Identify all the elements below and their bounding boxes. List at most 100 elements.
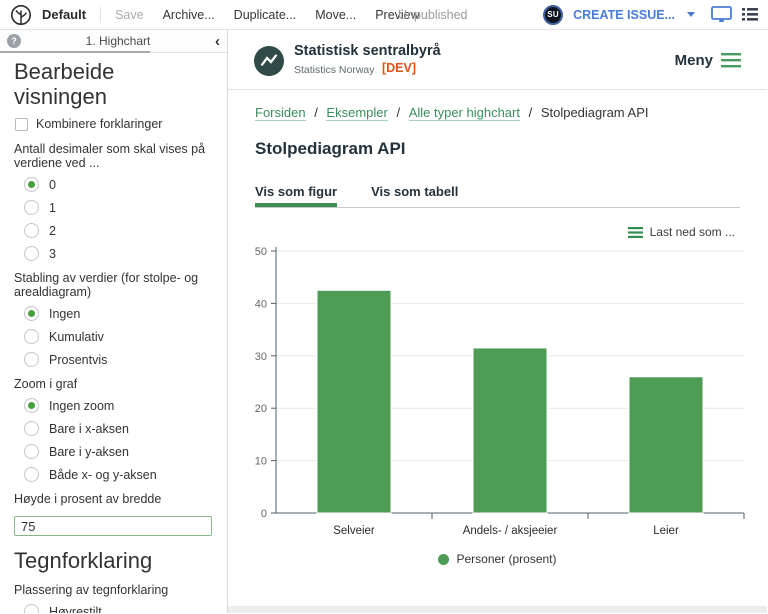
radio-kumulativ[interactable]: Kumulativ xyxy=(24,329,213,344)
radio-0[interactable]: 0 xyxy=(24,177,213,192)
bar-chart: 0 10 20 30 40 50 Selveier Andels- / aksjeeier Le… xyxy=(255,246,745,537)
checkbox-kombinere-forklaringer[interactable]: Kombinere forklaringer xyxy=(15,116,213,132)
group-label-antall-desimaler-som: Antall desimaler som skal vises på verdi… xyxy=(14,142,206,170)
bar-andels-aksjeeier[interactable] xyxy=(472,347,548,514)
radio-både-x-og-y-aksen[interactable]: Både x- og y-aksen xyxy=(24,467,213,482)
menu-label: Meny xyxy=(674,52,713,70)
radio-button-icon[interactable] xyxy=(24,329,39,344)
download-label: Last ned som ... xyxy=(649,225,735,240)
list-details-icon[interactable] xyxy=(742,7,758,22)
radio-button-icon[interactable] xyxy=(24,200,39,215)
env-tag: [DEV] xyxy=(381,60,417,75)
ssb-logo-icon xyxy=(254,45,284,76)
y-axis-label: 50 xyxy=(255,246,267,258)
collapse-panel-icon[interactable]: ‹ xyxy=(215,32,220,50)
radio-button-icon[interactable] xyxy=(24,604,39,613)
radio-button-icon[interactable] xyxy=(24,306,39,321)
radio-label: 2 xyxy=(49,223,56,238)
breadcrumb: Forsiden / Eksempler / Alle typer highch… xyxy=(228,90,767,122)
footer-band xyxy=(228,606,767,613)
breadcrumb-separator: / xyxy=(392,105,404,121)
avatar[interactable]: SU xyxy=(543,4,564,25)
text-input-høyde-i-prosent-av-bredde[interactable] xyxy=(14,516,212,536)
radio-bare-i-y-aksen[interactable]: Bare i y-aksen xyxy=(24,444,213,459)
action-duplicate[interactable]: Duplicate... xyxy=(233,7,297,22)
radio-label: Kumulativ xyxy=(49,329,104,344)
panel-header: ? 1. Highchart ‹ xyxy=(0,30,227,53)
brand-block[interactable]: Statistisk sentralbyrå Statistics Norway… xyxy=(294,43,441,78)
action-archive[interactable]: Archive... xyxy=(162,7,215,22)
brand-subtitle: Statistics Norway xyxy=(294,63,375,76)
chart-legend[interactable]: Personer (prosent) xyxy=(248,552,747,566)
checkbox-box-icon[interactable] xyxy=(15,117,28,131)
breadcrumb-link-eksempler[interactable]: Eksempler xyxy=(326,105,388,122)
caret-down-icon[interactable] xyxy=(687,12,695,17)
radio-label: Ingen xyxy=(49,306,81,321)
y-axis-label: 10 xyxy=(255,456,267,468)
bar-selveier[interactable] xyxy=(316,289,392,514)
y-axis-label: 30 xyxy=(255,351,267,363)
site-header: Statistisk sentralbyrå Statistics Norway… xyxy=(228,30,767,91)
tab-vis-som-tabell[interactable]: Vis som tabell xyxy=(371,184,459,200)
x-axis-label: Leier xyxy=(653,525,679,537)
enonic-logo-icon xyxy=(11,4,31,25)
panel-step-title: 1. Highchart xyxy=(85,34,151,48)
x-axis-label: Selveier xyxy=(333,525,375,537)
project-name[interactable]: Default xyxy=(42,7,87,22)
radio-label: Bare i y-aksen xyxy=(49,444,129,459)
radio-button-icon[interactable] xyxy=(24,398,39,413)
topbar-actions: Save Archive... Duplicate... Move... Preview xyxy=(115,8,420,22)
tabs: Vis som figur Vis som tabell xyxy=(255,184,740,209)
hamburger-icon xyxy=(721,53,741,68)
radio-button-icon[interactable] xyxy=(24,421,39,436)
radio-label: 3 xyxy=(49,246,56,261)
help-icon[interactable]: ? xyxy=(7,34,21,48)
radio-button-icon[interactable] xyxy=(24,467,39,482)
group-label-plassering-av-tegnfo: Plassering av tegnforklaring xyxy=(14,583,169,597)
breadcrumb-link-forsiden[interactable]: Forsiden xyxy=(255,105,306,122)
page-title: Stolpediagram API xyxy=(255,139,406,159)
radio-label: Høyrestilt xyxy=(49,604,102,614)
monitor-icon[interactable] xyxy=(711,6,732,23)
action-preview[interactable]: Preview xyxy=(375,7,420,22)
download-hamburger-icon xyxy=(627,226,643,238)
radio-prosentvis[interactable]: Prosentvis xyxy=(24,352,213,367)
topbar: Default Save Archive... Duplicate... Move..… xyxy=(0,0,768,30)
group-label-stabling-av-verdier: Stabling av verdier (for stolpe- og area… xyxy=(14,271,199,299)
radio-button-icon[interactable] xyxy=(24,177,39,192)
radio-2[interactable]: 2 xyxy=(24,223,213,238)
x-axis-label: Andels- / aksjeeier xyxy=(463,525,558,537)
breadcrumb-current: Stolpediagram API xyxy=(540,105,649,121)
y-axis-label: 20 xyxy=(255,403,267,415)
checkbox-label: Kombinere forklaringer xyxy=(36,117,163,131)
radio-button-icon[interactable] xyxy=(24,444,39,459)
menu-button[interactable]: Meny xyxy=(675,52,741,69)
group-label-zoom-i-graf: Zoom i graf xyxy=(14,377,78,391)
radio-1[interactable]: 1 xyxy=(24,200,213,215)
bar-leier[interactable] xyxy=(628,376,704,514)
tab-vis-som-figur[interactable]: Vis som figur xyxy=(255,184,337,207)
field-label-høyde-i-prosent-av-bredde: Høyde i prosent av bredde xyxy=(14,492,162,506)
radio-button-icon[interactable] xyxy=(24,246,39,261)
radio-label: Bare i x-aksen xyxy=(49,421,129,436)
section-title-bearbeide-visningen: Bearbeide visningen xyxy=(14,59,115,109)
radio-ingen[interactable]: Ingen xyxy=(24,306,213,321)
download-menu-button[interactable]: Last ned som ... xyxy=(248,223,747,241)
radio-label: Ingen zoom xyxy=(49,398,115,413)
breadcrumb-link-alle-typer-highchart[interactable]: Alle typer highchart xyxy=(408,105,520,122)
form-body: Bearbeide visningen Kombinere forklaringe… xyxy=(0,53,227,613)
radio-bare-i-x-aksen[interactable]: Bare i x-aksen xyxy=(24,421,213,436)
radio-button-icon[interactable] xyxy=(24,352,39,367)
radio-høyrestilt[interactable]: Høyrestilt xyxy=(24,604,213,613)
y-axis-label: 40 xyxy=(255,298,267,310)
create-issue-button[interactable]: CREATE ISSUE... xyxy=(573,7,675,22)
radio-3[interactable]: 3 xyxy=(24,246,213,261)
action-save[interactable]: Save xyxy=(115,7,144,22)
radio-ingen-zoom[interactable]: Ingen zoom xyxy=(24,398,213,413)
form-panel: ? 1. Highchart ‹ Bearbeide visningen Komb… xyxy=(0,30,228,613)
radio-label: Prosentvis xyxy=(49,352,108,367)
radio-button-icon[interactable] xyxy=(24,223,39,238)
breadcrumb-separator: / xyxy=(524,105,536,121)
action-move[interactable]: Move... xyxy=(315,7,357,22)
site-preview: Statistisk sentralbyrå Statistics Norway… xyxy=(228,30,767,613)
